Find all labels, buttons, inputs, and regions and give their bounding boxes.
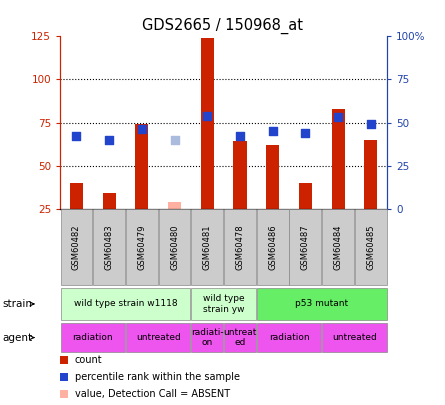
Text: untreat
ed: untreat ed [223, 328, 257, 347]
Text: GSM60480: GSM60480 [170, 224, 179, 270]
Text: strain: strain [2, 299, 32, 309]
Text: percentile rank within the sample: percentile rank within the sample [75, 372, 240, 382]
Text: radiation: radiation [269, 333, 309, 342]
Point [367, 121, 374, 128]
Text: value, Detection Call = ABSENT: value, Detection Call = ABSENT [75, 389, 230, 399]
Point [302, 130, 309, 136]
Text: GSM60481: GSM60481 [203, 224, 212, 270]
Bar [201, 38, 214, 209]
Point [171, 136, 178, 143]
Point [204, 113, 211, 119]
Text: GSM60483: GSM60483 [105, 224, 113, 270]
Bar [234, 141, 247, 209]
Text: wild type strain w1118: wild type strain w1118 [74, 299, 177, 309]
Text: GSM60486: GSM60486 [268, 224, 277, 270]
Point [138, 126, 146, 133]
Text: untreated: untreated [332, 333, 377, 342]
Bar [299, 183, 312, 209]
Text: radiati-
on: radiati- on [191, 328, 223, 347]
Text: wild type
strain yw: wild type strain yw [203, 294, 244, 313]
Bar [332, 109, 344, 209]
Point [73, 133, 80, 140]
Text: GSM60487: GSM60487 [301, 224, 310, 270]
Bar [135, 124, 148, 209]
Bar [70, 183, 83, 209]
Bar [266, 145, 279, 209]
Point [335, 114, 342, 121]
Bar [168, 202, 181, 209]
Point [269, 128, 276, 134]
Text: radiation: radiation [73, 333, 113, 342]
Text: count: count [75, 355, 102, 364]
Text: GSM60478: GSM60478 [235, 224, 244, 270]
Point [105, 136, 113, 143]
Text: GSM60485: GSM60485 [366, 224, 375, 270]
Text: agent: agent [2, 333, 32, 343]
Text: GSM60482: GSM60482 [72, 224, 81, 270]
Text: GSM60479: GSM60479 [138, 224, 146, 270]
Text: GDS2665 / 150968_at: GDS2665 / 150968_at [142, 18, 303, 34]
Text: GSM60484: GSM60484 [334, 224, 343, 270]
Point [236, 133, 243, 140]
Bar [103, 193, 116, 209]
Bar [364, 140, 377, 209]
Text: untreated: untreated [136, 333, 181, 342]
Text: p53 mutant: p53 mutant [295, 299, 348, 309]
